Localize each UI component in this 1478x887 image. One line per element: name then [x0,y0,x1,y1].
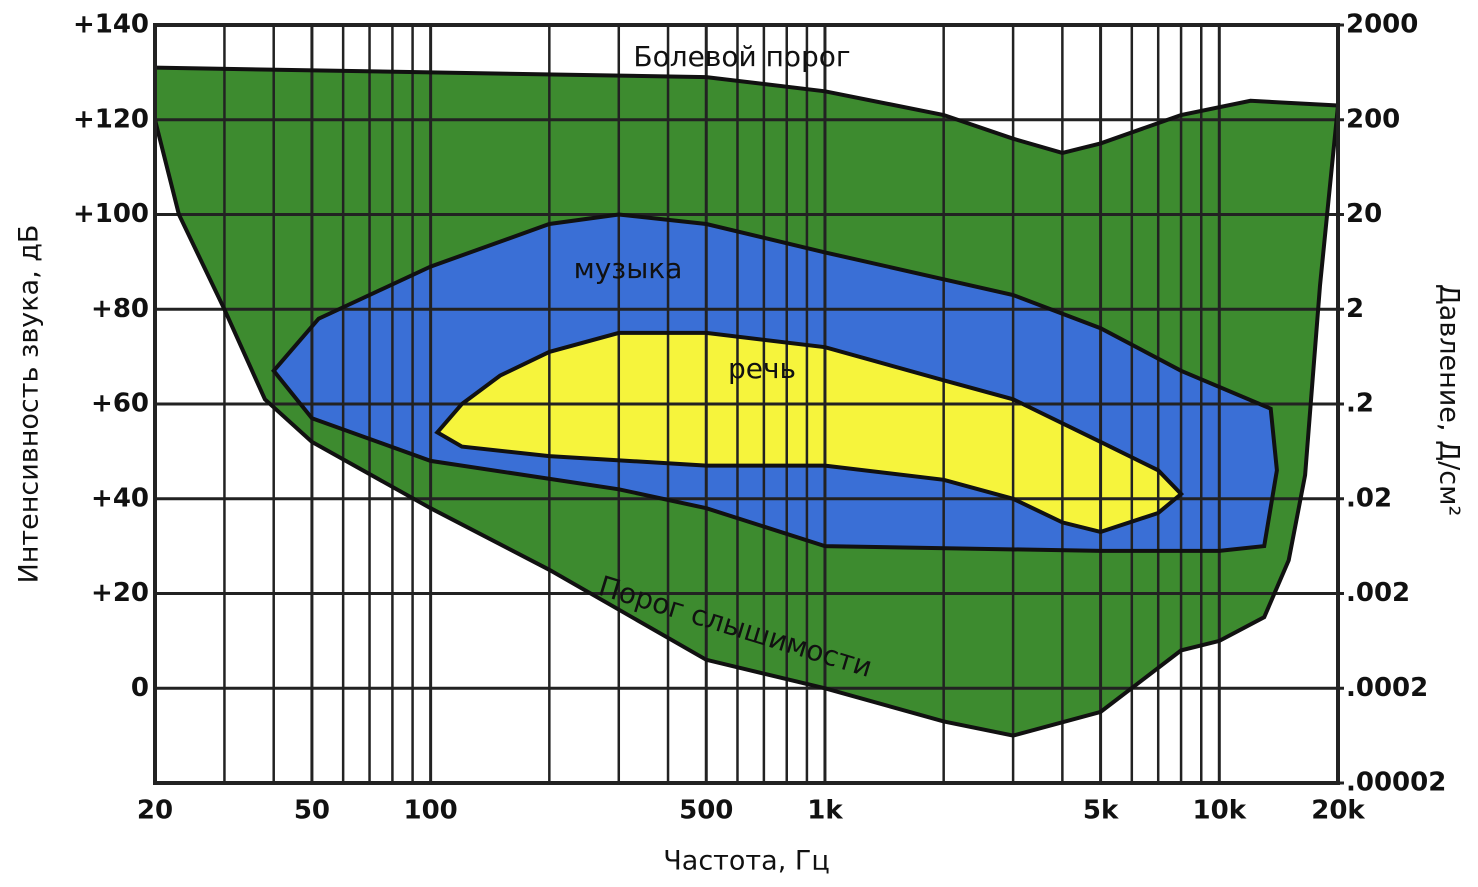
x-tick-label: 1k [807,796,843,826]
y-tick-label: +40 [91,483,149,513]
grid [153,23,1340,783]
region-label: музыка [574,252,683,285]
threshold-line [153,105,1340,738]
x-tick-label: 20k [1311,796,1365,826]
y2-tick-label: .02 [1346,483,1392,513]
y2-tick-label: .2 [1346,389,1374,419]
y2-tick-label: 200 [1346,104,1400,134]
region-outline [434,330,1185,534]
y-tick-label: +20 [91,578,149,608]
region-label: Болевой порог [633,40,850,73]
region-outline [271,212,1279,553]
x-tick-label: 500 [679,796,733,826]
y-tick-label: +100 [73,199,149,229]
outlines [153,65,1340,738]
y-tick-label: +140 [73,10,149,40]
x-tick-label: 50 [294,796,330,826]
region-fill [437,332,1182,532]
y2-tick-label: .002 [1346,578,1410,608]
x-axis-label: Частота, Гц [663,846,829,877]
region-label: речь [728,352,796,385]
y2-tick-label: 2000 [1346,10,1418,40]
y-tick-label: +60 [91,389,149,419]
y2-tick-label: .00002 [1346,768,1446,798]
regions [155,67,1338,736]
x-tick-label: 100 [403,796,457,826]
y2-tick-label: .0002 [1346,673,1428,703]
threshold-line [154,65,1339,155]
x-tick-label: 5k [1083,796,1119,826]
y2-tick-label: 2 [1346,294,1364,324]
y2-tick-label: 20 [1346,199,1382,229]
y-axis-label: Интенсивность звука, дБ [14,225,45,584]
y-tick-label: +80 [91,294,149,324]
x-tick-label: 10k [1193,796,1247,826]
x-tick-label: 20 [137,796,173,826]
y2-axis-label: Давление, Д/см² [1434,284,1465,517]
y-tick-label: +120 [73,104,149,134]
y-tick-label: 0 [131,673,149,703]
plot-frame [153,23,1340,785]
